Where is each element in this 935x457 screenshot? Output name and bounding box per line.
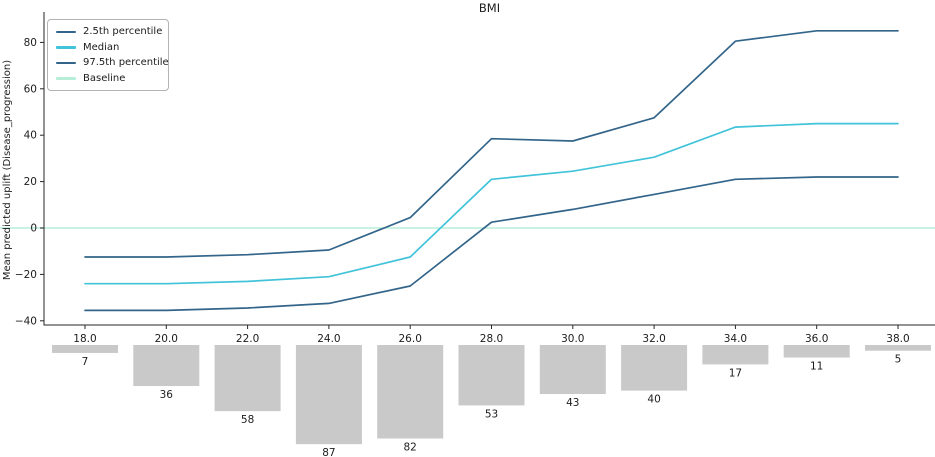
histogram-count-label: 82 [404,441,417,453]
x-tick-label: 22.0 [236,333,259,345]
chart-title: BMI [478,1,501,15]
y-tick-label: 20 [24,176,37,188]
legend-item: Baseline [56,71,162,87]
legend-label: Median [83,41,120,53]
x-tick-label: 38.0 [886,333,909,345]
series-line-median [84,122,899,285]
histogram-count-label: 53 [485,408,498,420]
y-tick-label: −20 [15,269,37,281]
histogram-count-label: 5 [895,354,902,366]
x-tick-label: 26.0 [399,333,422,345]
y-tick-label: 0 [30,223,37,235]
histogram-bar [133,345,200,387]
y-tick-label: 80 [24,37,37,49]
series-line-2-5th-percentile [84,176,899,312]
line-swatch-icon [56,61,76,64]
axes-layer: 80 60 40 20 0 −20 −40 18.0 20.0 22.0 24.0 26.0 28.0 3… [15,12,935,345]
histogram-bar [458,345,525,406]
series-line-97-5th-percentile [84,29,899,258]
x-tick-label: 24.0 [317,333,340,345]
line-swatch-icon [56,77,76,80]
histogram-bar [377,345,444,439]
y-tick-label: 40 [24,130,37,142]
y-axis-label: Mean predicted uplift (Disease_progressi… [2,59,13,281]
histogram-bar [539,345,606,395]
y-tick-label: 60 [24,83,37,95]
line-swatch-icon [56,30,76,33]
histogram-count-label: 40 [647,394,660,406]
legend-label: 2.5th percentile [83,26,163,38]
series-layer [84,29,899,312]
histogram-bar [865,345,931,351]
legend-label: Baseline [83,72,126,84]
legend-label: 97.5th percentile [83,57,169,69]
x-tick-label: 32.0 [642,333,665,345]
x-tick-label: 34.0 [724,333,747,345]
histogram-bar [214,345,281,412]
histogram-bar [702,345,769,365]
histogram-bar [783,345,850,358]
histogram-count-label: 17 [729,367,742,379]
histogram-count-label: 36 [160,389,174,401]
histogram-layer: 7 36 58 87 82 53 43 40 17 11 5 [52,345,931,457]
legend-item: 2.5th percentile [56,24,162,40]
x-tick-label: 20.0 [155,333,178,345]
histogram-count-label: 58 [241,414,254,426]
histogram-count-label: 11 [810,361,823,373]
histogram-bar [621,345,688,391]
legend-item: 97.5th percentile [56,55,169,71]
x-tick-label: 18.0 [73,333,96,345]
x-tick-label: 28.0 [480,333,503,345]
x-tick-label: 36.0 [805,333,828,345]
histogram-bar [295,345,362,445]
histogram-count-label: 7 [82,356,89,368]
y-tick-label: −40 [15,315,37,327]
legend: 2.5th percentile Median 97.5th percentil… [47,19,169,91]
legend-item: Median [56,40,162,56]
line-swatch-icon [56,46,76,49]
histogram-count-label: 43 [566,397,579,409]
histogram-bar [52,345,118,353]
x-tick-label: 30.0 [561,333,584,345]
histogram-count-label: 87 [322,447,335,457]
